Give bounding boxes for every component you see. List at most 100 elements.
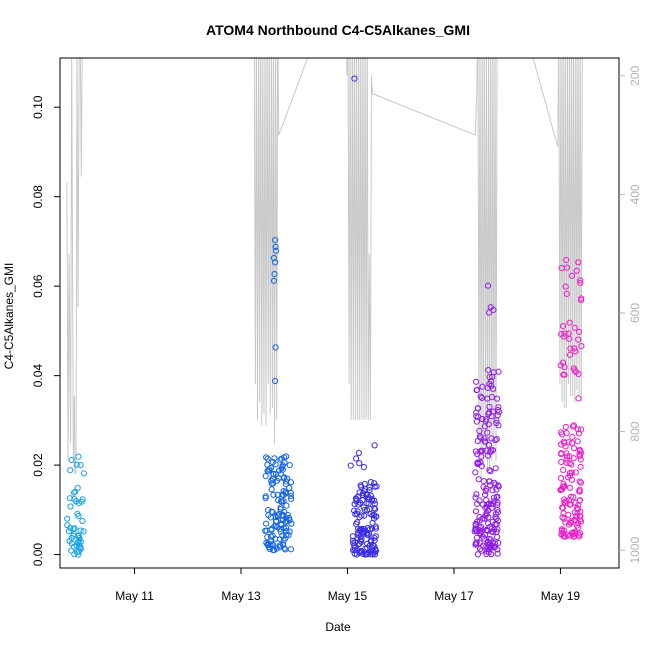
data-point (275, 510, 283, 518)
data-point (572, 368, 580, 375)
data-point (483, 511, 490, 518)
data-point (571, 533, 578, 540)
data-point (484, 395, 491, 402)
data-point (272, 344, 279, 351)
data-point (361, 480, 368, 488)
data-point (565, 330, 572, 337)
data-point (79, 517, 86, 525)
chart-title: ATOM4 Northbound C4-C5Alkanes_GMI (206, 22, 470, 38)
data-point (353, 455, 360, 462)
data-point (278, 498, 286, 505)
data-point (70, 532, 77, 540)
data-point (563, 290, 570, 297)
data-point (490, 306, 497, 313)
data-point (271, 271, 278, 278)
data-point (494, 493, 501, 500)
data-point (74, 510, 81, 518)
data-point (270, 491, 277, 498)
data-point (484, 282, 492, 289)
data-point (494, 517, 501, 524)
data-point (368, 538, 375, 545)
data-point (357, 482, 364, 489)
data-point (283, 524, 290, 532)
data-point (485, 442, 492, 449)
data-point (77, 462, 84, 469)
data-point (495, 368, 502, 375)
data-point (577, 277, 584, 284)
data-point (270, 277, 278, 284)
right-tick-label: 600 (628, 303, 642, 323)
data-point (483, 416, 490, 423)
pressure-line-segment-2 (346, 58, 498, 480)
data-point (569, 433, 576, 440)
data-point (272, 514, 279, 521)
data-point (492, 465, 499, 472)
data-point (477, 448, 484, 455)
data-point (373, 513, 380, 520)
data-point (575, 502, 582, 509)
data-point (75, 453, 82, 460)
data-point (577, 479, 585, 486)
data-point (489, 408, 497, 415)
data-point (490, 385, 497, 392)
y-tick-label: 0.06 (31, 274, 45, 298)
data-point (562, 423, 569, 431)
data-point (266, 466, 273, 473)
data-point (268, 486, 275, 493)
data-point (486, 409, 493, 416)
data-point (287, 546, 294, 553)
data-point (484, 429, 491, 436)
data-point (561, 330, 568, 337)
data-point (568, 469, 575, 476)
data-point (272, 470, 280, 477)
data-point (577, 456, 584, 463)
data-point (561, 363, 568, 371)
data-point (491, 544, 498, 551)
data-point (563, 264, 571, 271)
data-points-layer (64, 75, 585, 558)
data-point (274, 524, 281, 531)
data-point (270, 471, 277, 478)
data-point (73, 498, 80, 505)
data-point (484, 545, 491, 552)
data-point (558, 450, 565, 457)
data-point (269, 459, 276, 466)
data-point (575, 336, 582, 343)
data-point (279, 541, 286, 548)
data-point (477, 393, 484, 400)
data-point (575, 430, 583, 437)
data-point (563, 453, 571, 460)
pressure-line-segment-1 (253, 58, 309, 444)
data-point (472, 469, 479, 476)
data-point (286, 462, 293, 469)
data-point (573, 513, 580, 520)
data-point (265, 544, 273, 551)
data-point (572, 348, 579, 355)
data-point (272, 535, 279, 542)
data-point (472, 541, 479, 548)
data-point (475, 459, 482, 466)
data-point (357, 499, 364, 506)
data-point (494, 501, 501, 508)
data-point (347, 462, 354, 469)
data-point (286, 517, 293, 524)
data-point (486, 467, 493, 474)
data-point (477, 530, 484, 538)
data-point (274, 491, 281, 498)
data-point (272, 243, 279, 250)
data-point (494, 550, 501, 557)
data-point (281, 545, 288, 552)
data-point (288, 520, 295, 527)
data-point (472, 520, 479, 528)
data-point (486, 403, 493, 410)
data-point (356, 540, 363, 548)
data-point (559, 504, 566, 511)
data-point (576, 451, 583, 458)
data-point (574, 506, 582, 513)
data-point (577, 463, 584, 470)
data-point (358, 538, 365, 546)
y-tick-label: 0.08 (31, 185, 45, 209)
data-point (365, 494, 372, 501)
data-point (560, 371, 567, 378)
data-point (562, 283, 569, 290)
